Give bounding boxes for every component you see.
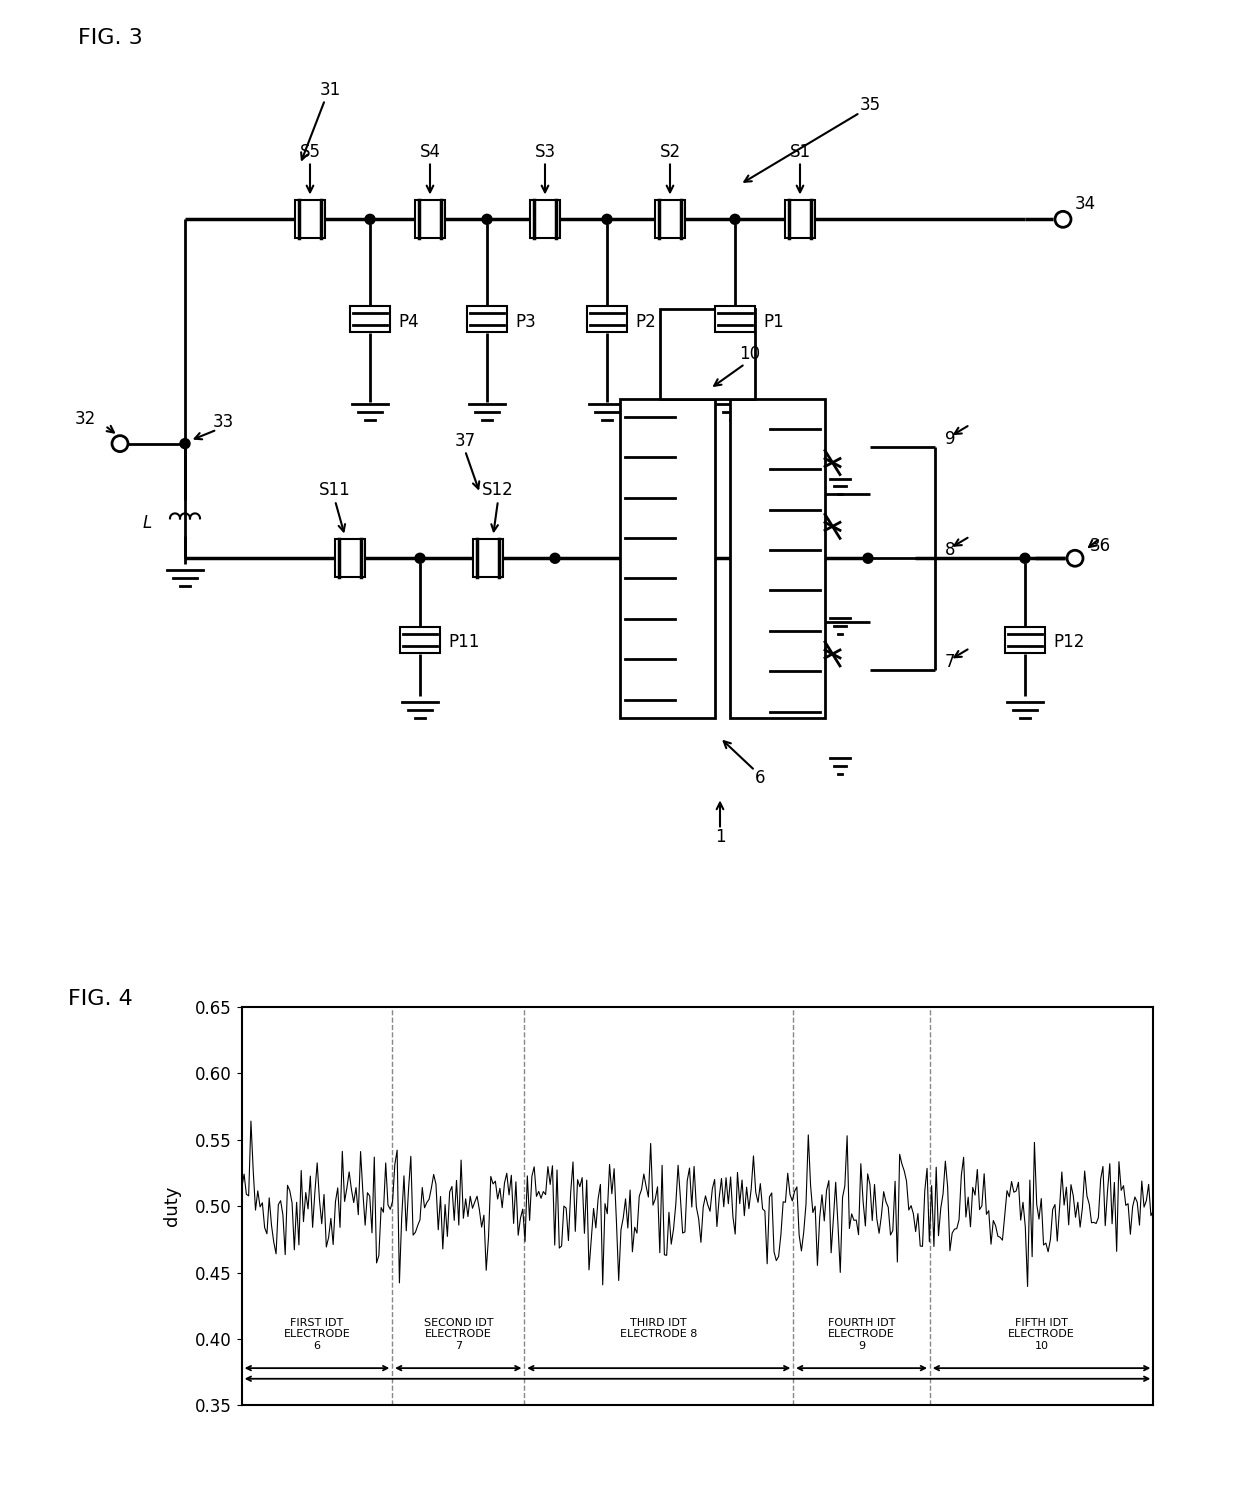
- Text: FOURTH IDT
ELECTRODE
9: FOURTH IDT ELECTRODE 9: [828, 1318, 895, 1351]
- Text: P12: P12: [1053, 633, 1084, 651]
- Circle shape: [415, 553, 425, 564]
- Text: P1: P1: [763, 313, 784, 331]
- Circle shape: [1055, 212, 1071, 227]
- Circle shape: [551, 553, 560, 564]
- Circle shape: [1066, 550, 1083, 567]
- Bar: [295, 200, 325, 239]
- Bar: [415, 200, 445, 239]
- Circle shape: [863, 553, 873, 564]
- Bar: [715, 307, 755, 332]
- Text: 37: 37: [454, 431, 476, 449]
- Bar: [472, 540, 503, 577]
- Bar: [655, 200, 684, 239]
- Bar: [730, 398, 825, 718]
- Circle shape: [730, 215, 740, 224]
- Text: S4: S4: [419, 143, 440, 161]
- Text: 36: 36: [1090, 537, 1111, 555]
- Bar: [335, 540, 365, 577]
- Text: 9: 9: [945, 430, 956, 448]
- Text: FIG. 4: FIG. 4: [68, 989, 133, 1010]
- Text: S1: S1: [790, 143, 811, 161]
- Bar: [335, 540, 365, 577]
- Text: THIRD IDT
ELECTRODE 8: THIRD IDT ELECTRODE 8: [620, 1318, 697, 1339]
- Text: 35: 35: [859, 96, 880, 114]
- Text: 6: 6: [755, 768, 765, 786]
- Bar: [529, 200, 560, 239]
- Text: 10: 10: [739, 344, 760, 362]
- Circle shape: [180, 439, 190, 448]
- Text: P2: P2: [635, 313, 656, 331]
- Text: FIFTH IDT
ELECTRODE
10: FIFTH IDT ELECTRODE 10: [1008, 1318, 1075, 1351]
- Circle shape: [112, 436, 128, 451]
- Bar: [785, 200, 815, 239]
- Bar: [467, 307, 507, 332]
- Text: S12: S12: [482, 481, 513, 499]
- Bar: [620, 398, 715, 718]
- Text: 31: 31: [320, 81, 341, 99]
- Text: L: L: [143, 514, 151, 532]
- Text: S11: S11: [319, 481, 351, 499]
- Bar: [785, 200, 815, 239]
- Text: 32: 32: [74, 410, 95, 428]
- Bar: [655, 200, 684, 239]
- Text: S5: S5: [300, 143, 320, 161]
- Text: P3: P3: [515, 313, 536, 331]
- Text: SECOND IDT
ELECTRODE
7: SECOND IDT ELECTRODE 7: [424, 1318, 494, 1351]
- Text: 8: 8: [945, 541, 956, 559]
- Bar: [472, 540, 503, 577]
- Y-axis label: duty: duty: [164, 1186, 181, 1226]
- Circle shape: [482, 215, 492, 224]
- Circle shape: [365, 215, 374, 224]
- Circle shape: [1021, 553, 1030, 564]
- Text: 33: 33: [213, 413, 234, 431]
- Bar: [415, 200, 445, 239]
- Circle shape: [601, 215, 613, 224]
- Bar: [1004, 627, 1045, 652]
- Bar: [295, 200, 325, 239]
- Bar: [660, 310, 755, 398]
- Text: 7: 7: [945, 652, 956, 670]
- Bar: [529, 200, 560, 239]
- Text: FIRST IDT
ELECTRODE
6: FIRST IDT ELECTRODE 6: [284, 1318, 351, 1351]
- Text: S2: S2: [660, 143, 681, 161]
- Bar: [401, 627, 440, 652]
- Text: FIG. 3: FIG. 3: [78, 29, 143, 48]
- Text: 34: 34: [1075, 195, 1096, 213]
- Bar: [350, 307, 391, 332]
- Text: P4: P4: [398, 313, 419, 331]
- Text: 1: 1: [714, 828, 725, 846]
- Text: S3: S3: [534, 143, 556, 161]
- Bar: [587, 307, 627, 332]
- Text: P11: P11: [448, 633, 480, 651]
